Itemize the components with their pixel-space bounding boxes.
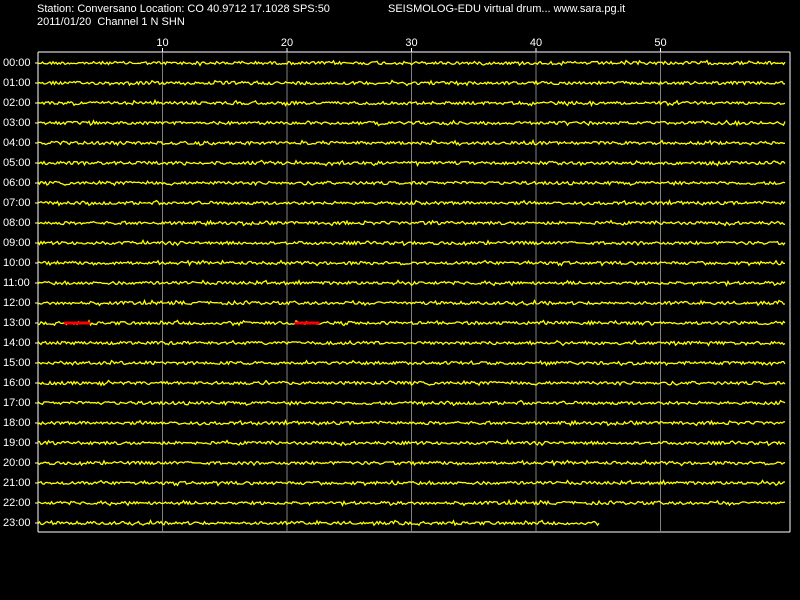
date-channel: 2011/01/20 Channel 1 N SHN bbox=[37, 16, 185, 28]
trace bbox=[37, 219, 786, 227]
row-label: 02:00 bbox=[3, 97, 31, 109]
row-label: 16:00 bbox=[3, 377, 31, 389]
trace bbox=[37, 239, 786, 247]
x-tick-label: 40 bbox=[530, 37, 542, 49]
x-tick-label: 10 bbox=[156, 37, 168, 49]
trace bbox=[37, 479, 785, 487]
trace bbox=[37, 519, 600, 527]
trace bbox=[37, 339, 786, 347]
trace bbox=[37, 319, 786, 327]
trace bbox=[37, 279, 786, 288]
row-label: 03:00 bbox=[3, 117, 31, 129]
trace bbox=[38, 439, 786, 447]
station-info: Station: Conversano Location: CO 40.9712… bbox=[37, 3, 330, 15]
row-label: 23:00 bbox=[3, 517, 31, 529]
row-label: 22:00 bbox=[3, 497, 31, 509]
trace bbox=[37, 379, 786, 387]
row-label: 21:00 bbox=[3, 477, 31, 489]
trace bbox=[37, 98, 786, 108]
row-label: 05:00 bbox=[3, 157, 31, 169]
row-label: 13:00 bbox=[3, 317, 31, 329]
row-label: 06:00 bbox=[3, 177, 31, 189]
row-label: 18:00 bbox=[3, 417, 31, 429]
trace bbox=[37, 59, 786, 67]
trace bbox=[37, 138, 786, 147]
row-label: 17:00 bbox=[3, 397, 31, 409]
event-mark bbox=[64, 321, 91, 325]
trace bbox=[37, 399, 786, 407]
trace bbox=[37, 79, 785, 87]
row-label: 11:00 bbox=[3, 277, 30, 289]
trace bbox=[37, 359, 786, 367]
row-label: 08:00 bbox=[3, 217, 31, 229]
row-label: 00:00 bbox=[3, 57, 31, 69]
row-label: 19:00 bbox=[3, 437, 31, 449]
row-label: 07:00 bbox=[3, 197, 31, 209]
row-label: 20:00 bbox=[3, 457, 31, 469]
trace bbox=[37, 119, 786, 127]
app-name: SEISMOLOG-EDU virtual drum... www.sara.p… bbox=[388, 3, 625, 15]
trace bbox=[37, 459, 786, 467]
row-label: 15:00 bbox=[3, 357, 31, 369]
event-mark bbox=[294, 321, 320, 325]
trace bbox=[37, 298, 786, 307]
x-tick-label: 20 bbox=[281, 37, 293, 49]
row-label: 04:00 bbox=[3, 137, 31, 149]
row-label: 10:00 bbox=[3, 257, 31, 269]
row-label: 12:00 bbox=[3, 297, 31, 309]
row-label: 01:00 bbox=[3, 77, 31, 89]
trace bbox=[37, 418, 786, 427]
x-tick-label: 50 bbox=[654, 37, 666, 49]
trace bbox=[37, 498, 786, 508]
x-tick-label: 30 bbox=[405, 37, 417, 49]
trace bbox=[37, 179, 786, 187]
row-label: 09:00 bbox=[3, 237, 31, 249]
trace bbox=[37, 198, 786, 207]
trace bbox=[37, 159, 786, 167]
row-label: 14:00 bbox=[3, 337, 31, 349]
trace bbox=[38, 259, 786, 267]
